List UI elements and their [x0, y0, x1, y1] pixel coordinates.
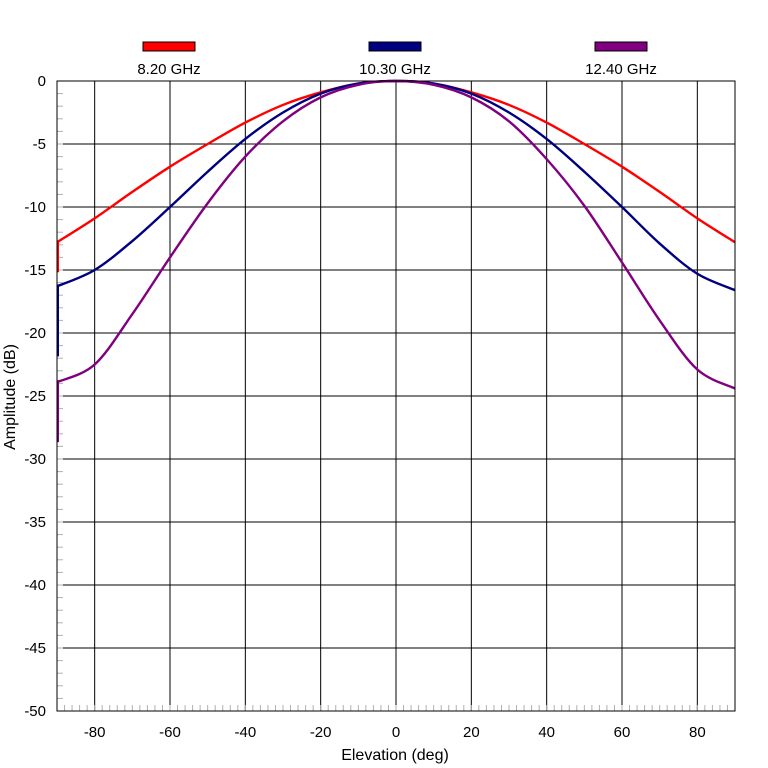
- x-tick-label: -20: [310, 724, 332, 741]
- x-tick-label: -80: [84, 724, 106, 741]
- legend-label-2: 10.30 GHz: [359, 61, 431, 78]
- y-tick-label: -15: [24, 262, 46, 279]
- y-axis-title: Amplitude (dB): [2, 344, 19, 450]
- y-tick-label: -50: [24, 703, 46, 720]
- x-tick-label: 40: [538, 724, 555, 741]
- legend-label-1: 8.20 GHz: [137, 61, 200, 78]
- grid-lines: [57, 80, 735, 712]
- minor-ticks: [56, 80, 736, 712]
- plot-frame: [56, 80, 736, 712]
- legend-label-3: 12.40 GHz: [585, 61, 657, 78]
- legend: 8.20 GHz 10.30 GHz 12.40 GHz: [137, 41, 657, 78]
- y-tick-label: -35: [24, 514, 46, 531]
- y-tick-label: -20: [24, 325, 46, 342]
- legend-swatch-2: [368, 41, 422, 52]
- y-tick-label: 0: [38, 73, 46, 90]
- y-tick-label: -30: [24, 451, 46, 468]
- legend-swatch-1: [142, 41, 196, 52]
- x-tick-label: 0: [392, 724, 400, 741]
- x-axis-title: Elevation (deg): [341, 747, 449, 764]
- y-tick-label: -5: [33, 136, 46, 153]
- legend-swatch-3: [594, 41, 648, 52]
- x-tick-label: 60: [614, 724, 631, 741]
- x-tick-label: -60: [159, 724, 181, 741]
- y-tick-label: -45: [24, 640, 46, 657]
- x-tick-label: 20: [463, 724, 480, 741]
- y-tick-label: -25: [24, 388, 46, 405]
- y-tick-label: -10: [24, 199, 46, 216]
- y-tick-label: -40: [24, 577, 46, 594]
- x-tick-label: -40: [234, 724, 256, 741]
- x-tick-labels: -80 -60 -40 -20 0 20 40 60 80: [84, 724, 706, 741]
- x-tick-label: 80: [689, 724, 706, 741]
- y-tick-labels: 0 -5 -10 -15 -20 -25 -30 -35 -40 -45 -50: [24, 73, 46, 720]
